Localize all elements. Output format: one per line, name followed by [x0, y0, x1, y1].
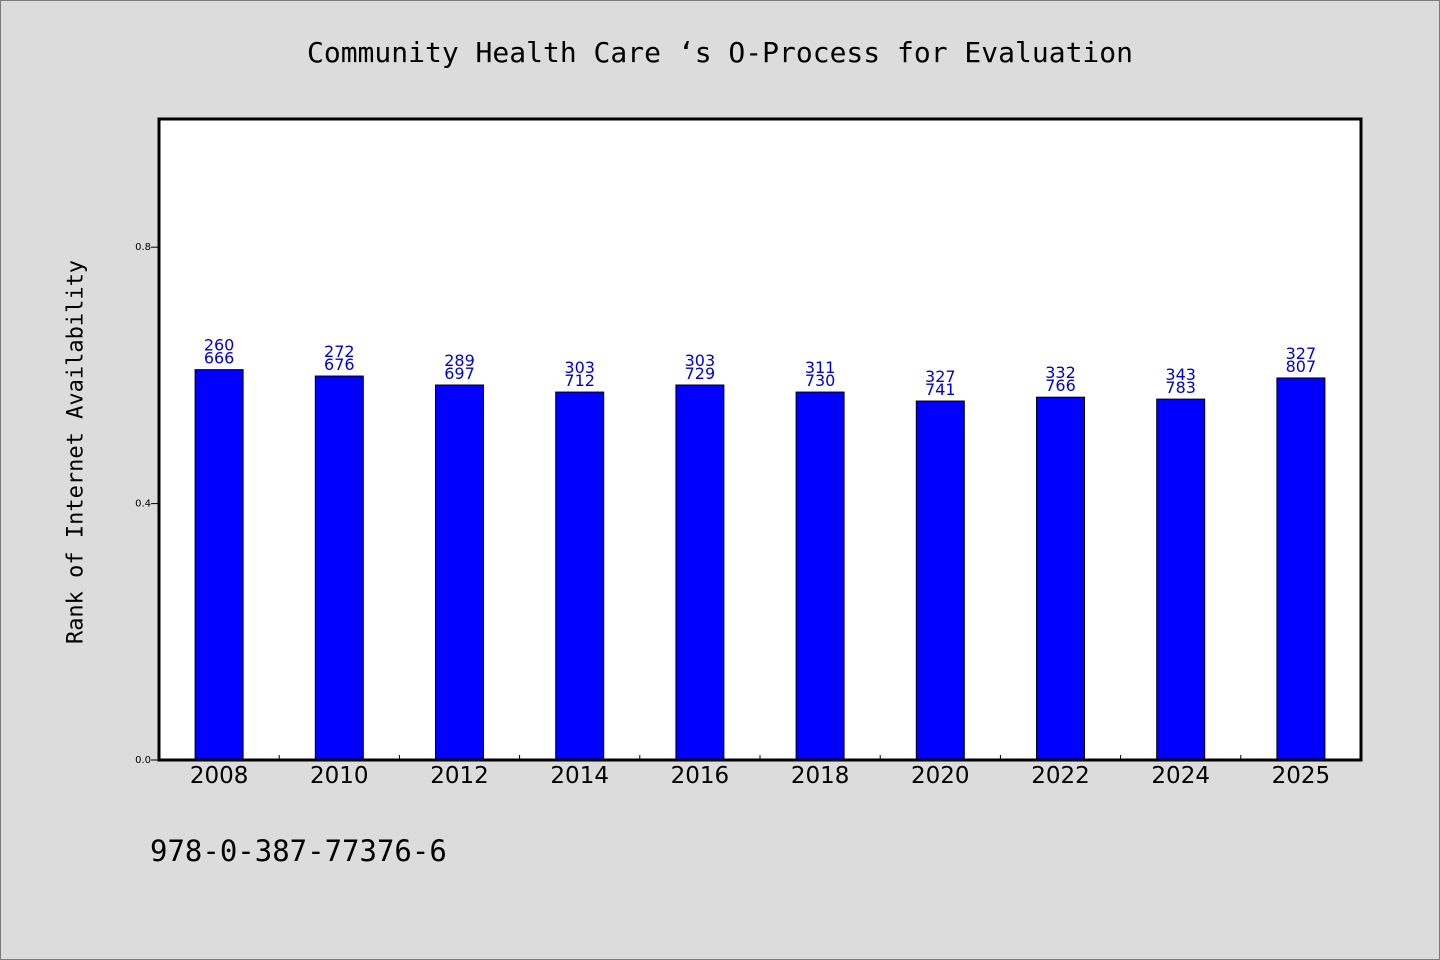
- x-tick-label: 2016: [671, 763, 730, 789]
- data-label-top: 327: [1286, 344, 1317, 363]
- bar: [435, 384, 484, 761]
- bar: [915, 400, 965, 761]
- data-label-bottom: 766: [1045, 376, 1076, 395]
- bar: [314, 375, 364, 761]
- data-label-bottom: 730: [805, 371, 836, 390]
- y-tick-label: 0.4: [135, 499, 151, 510]
- x-tick-label: 2012: [430, 763, 489, 789]
- data-label-bottom: 807: [1286, 357, 1317, 376]
- x-tick-label: 2010: [310, 763, 369, 789]
- data-label-top: 311: [805, 358, 836, 377]
- data-label-bottom: 712: [564, 371, 595, 390]
- data-label-top: 272: [324, 342, 355, 361]
- x-tick-label: 2008: [190, 763, 249, 789]
- data-label-bottom: 666: [204, 349, 235, 368]
- bars-layer: [194, 369, 1326, 761]
- data-label-top: 332: [1045, 363, 1076, 382]
- data-label-top: 303: [685, 351, 716, 370]
- bar: [795, 391, 845, 761]
- plot-border: [157, 117, 1363, 762]
- x-tick-label: 2014: [550, 763, 609, 789]
- bar: [675, 384, 725, 761]
- y-tick-label: 0.8: [135, 242, 151, 253]
- data-label-top: 260: [204, 336, 235, 355]
- bar: [1276, 377, 1326, 761]
- data-label-top: 289: [444, 351, 475, 370]
- data-label-top: 343: [1165, 365, 1196, 384]
- x-tick-label: 2020: [911, 763, 970, 789]
- y-tick-label: 0.0: [135, 755, 151, 766]
- data-label-bottom: 697: [444, 364, 475, 383]
- bar: [555, 391, 605, 761]
- bar: [1036, 396, 1085, 761]
- x-tick-label: 2022: [1031, 763, 1090, 789]
- x-tick-label: 2024: [1151, 763, 1210, 789]
- data-label-bottom: 783: [1165, 378, 1196, 397]
- chart-title: Community Health Care ‘s O-Process for E…: [306, 36, 1133, 69]
- bar: [194, 369, 244, 761]
- data-label-bottom: 676: [324, 355, 355, 374]
- data-label-bottom: 741: [925, 380, 956, 399]
- x-tick-label: 2025: [1272, 763, 1331, 789]
- axes-layer: 2008 2010 2012 2014 2016 2018 2020 2022 2024 2025…: [135, 242, 1330, 789]
- bar: [1156, 398, 1206, 761]
- data-label-top: 303: [564, 358, 595, 377]
- data-label-bottom: 729: [685, 364, 716, 383]
- data-label-top: 327: [925, 367, 956, 386]
- x-tick-label: 2018: [791, 763, 850, 789]
- footer-code: 978-0-387-77376-6: [150, 834, 447, 868]
